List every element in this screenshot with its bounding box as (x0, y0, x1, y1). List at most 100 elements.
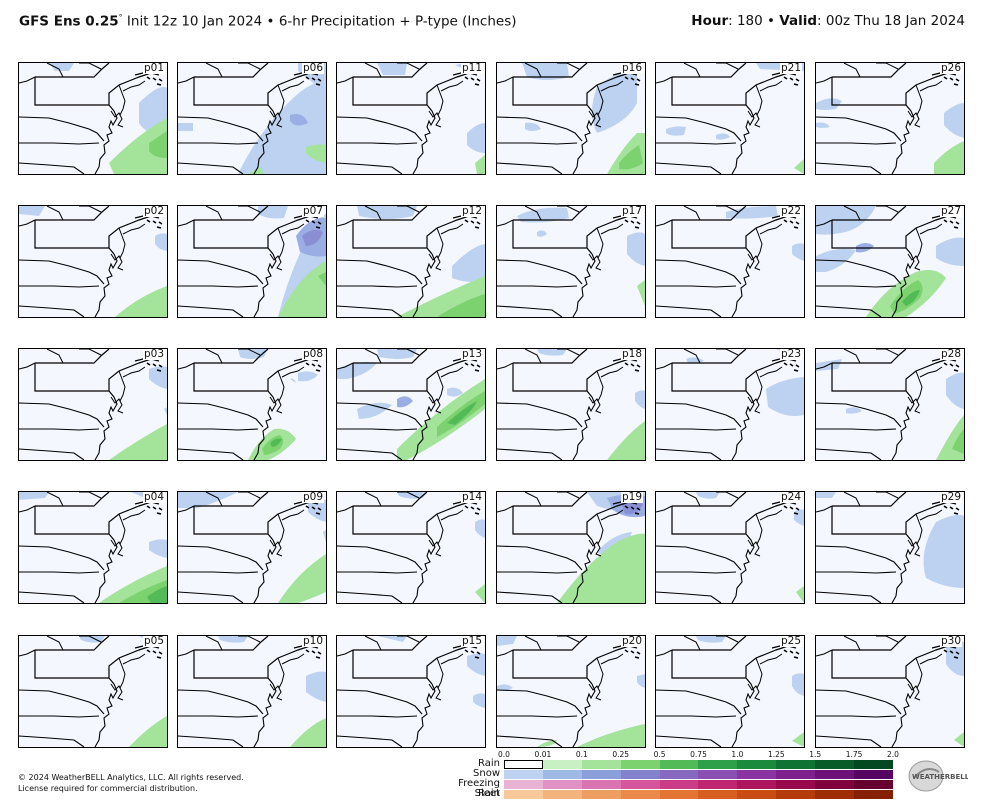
precip-map (19, 636, 167, 747)
member-panel-p01: p01 (18, 62, 168, 175)
member-panel-p11: p11 (336, 62, 486, 175)
member-label: p11 (460, 62, 483, 74)
precip-map (816, 206, 964, 317)
precip-map (19, 349, 167, 460)
legend-tick-label: 2.0 (887, 750, 899, 759)
legend-swatch (659, 790, 699, 799)
member-panel-p26: p26 (815, 62, 965, 175)
member-panel-p10: p10 (177, 635, 327, 748)
legend-swatch (542, 790, 582, 799)
member-label: p06 (301, 62, 324, 74)
member-label: p07 (301, 205, 324, 217)
legend-swatch (815, 760, 855, 769)
member-label: p14 (460, 491, 483, 503)
precip-map (178, 349, 323, 460)
legend-swatch (776, 770, 816, 779)
legend-swatch (698, 760, 738, 769)
copyright-notice: © 2024 WeatherBELL Analytics, LLC. All r… (18, 772, 244, 794)
legend-tick-label: 1.25 (767, 750, 785, 759)
legend-swatch (698, 780, 738, 789)
copyright-text: © 2024 WeatherBELL Analytics, LLC. All r… (18, 773, 244, 782)
legend-swatch (815, 790, 855, 799)
member-label: p23 (779, 348, 802, 360)
precip-map (337, 636, 485, 747)
legend-swatch (854, 770, 893, 779)
member-panel-p27: p27 (815, 205, 965, 318)
legend-row-label: Sleet (474, 788, 500, 799)
legend-tick-label: 0.25 (612, 750, 630, 759)
legend-snow-scale (504, 770, 893, 779)
legend-swatch (581, 780, 621, 789)
license-text: License required for commercial distribu… (18, 784, 198, 793)
ensemble-member-grid: p01 p06 p11 p16 p21 p26 p02 p07 p12 p17 … (18, 62, 965, 748)
legend-swatch (659, 770, 699, 779)
member-panel-p29: p29 (815, 491, 965, 604)
legend-swatch (504, 780, 543, 789)
model-name: GFS Ens 0.25 (19, 13, 119, 30)
member-panel-p17: p17 (496, 205, 646, 318)
map-title: GFS Ens 0.25° Init 12z 10 Jan 2024 • 6-h… (19, 13, 517, 30)
member-panel-p13: p13 (336, 348, 486, 461)
legend-swatch (504, 790, 543, 799)
precip-map (178, 636, 326, 747)
member-label: p25 (779, 635, 802, 647)
precip-map (656, 63, 804, 174)
member-panel-p24: p24 (655, 491, 805, 604)
member-label: p19 (620, 491, 643, 503)
legend-sleet-scale (504, 790, 893, 799)
precip-map (497, 636, 645, 747)
precip-map (19, 63, 167, 174)
member-label: p24 (779, 491, 802, 503)
member-panel-p07: p07 (177, 205, 327, 318)
precip-map (816, 636, 964, 747)
member-label: p21 (779, 62, 802, 74)
legend-swatch (854, 760, 893, 769)
legend-swatch (542, 760, 582, 769)
member-label: p18 (620, 348, 643, 360)
hour-value: : 180 (728, 13, 763, 29)
legend-tick-label: 0.0 (498, 750, 510, 759)
precip-map (178, 63, 326, 174)
hour-label: Hour (691, 13, 729, 29)
precip-map (497, 349, 645, 460)
ptype-legend: 0.0 0.01 0.1 0.25 0.5 0.75 1.0 1.25 1.5 1.75 2.0 Ra… (440, 750, 910, 808)
member-label: p02 (142, 205, 165, 217)
member-label: p01 (142, 62, 165, 74)
member-label: p10 (301, 635, 324, 647)
precip-map (816, 349, 964, 460)
legend-swatch (581, 760, 621, 769)
member-label: p08 (301, 348, 324, 360)
legend-swatch (542, 770, 582, 779)
degree-symbol: ° (118, 13, 123, 22)
precip-map (656, 492, 804, 603)
precip-map (816, 63, 964, 174)
member-panel-p30: p30 (815, 635, 965, 748)
member-label: p17 (620, 205, 643, 217)
member-panel-p15: p15 (336, 635, 486, 748)
precip-map (497, 63, 645, 174)
legend-tick-label: 1.0 (731, 750, 744, 759)
precip-map (337, 349, 485, 460)
member-panel-p09: p09 (177, 491, 327, 604)
precip-map (656, 636, 804, 747)
legend-swatch (854, 780, 893, 789)
member-panel-p20: p20 (496, 635, 646, 748)
member-panel-p08: p08 (177, 348, 327, 461)
legend-swatch (581, 790, 621, 799)
legend-swatch (737, 780, 777, 789)
init-time: Init 12z 10 Jan 2024 (126, 13, 263, 30)
member-panel-p05: p05 (18, 635, 168, 748)
member-panel-p14: p14 (336, 491, 486, 604)
member-panel-p02: p02 (18, 205, 168, 318)
legend-swatch (620, 770, 660, 779)
legend-swatch (737, 790, 777, 799)
legend-tick-label: 0.75 (690, 750, 707, 759)
legend-swatch (620, 780, 660, 789)
legend-tick-label: 1.75 (845, 750, 863, 759)
product-name: 6-hr Precipitation + P-type (Inches) (278, 13, 517, 30)
weatherbell-logo: WEATHERBELL (906, 758, 970, 794)
legend-tick-label: 1.5 (809, 750, 822, 759)
legend-rain-scale (504, 760, 893, 769)
legend-swatch (776, 760, 816, 769)
member-label: p27 (939, 205, 962, 217)
